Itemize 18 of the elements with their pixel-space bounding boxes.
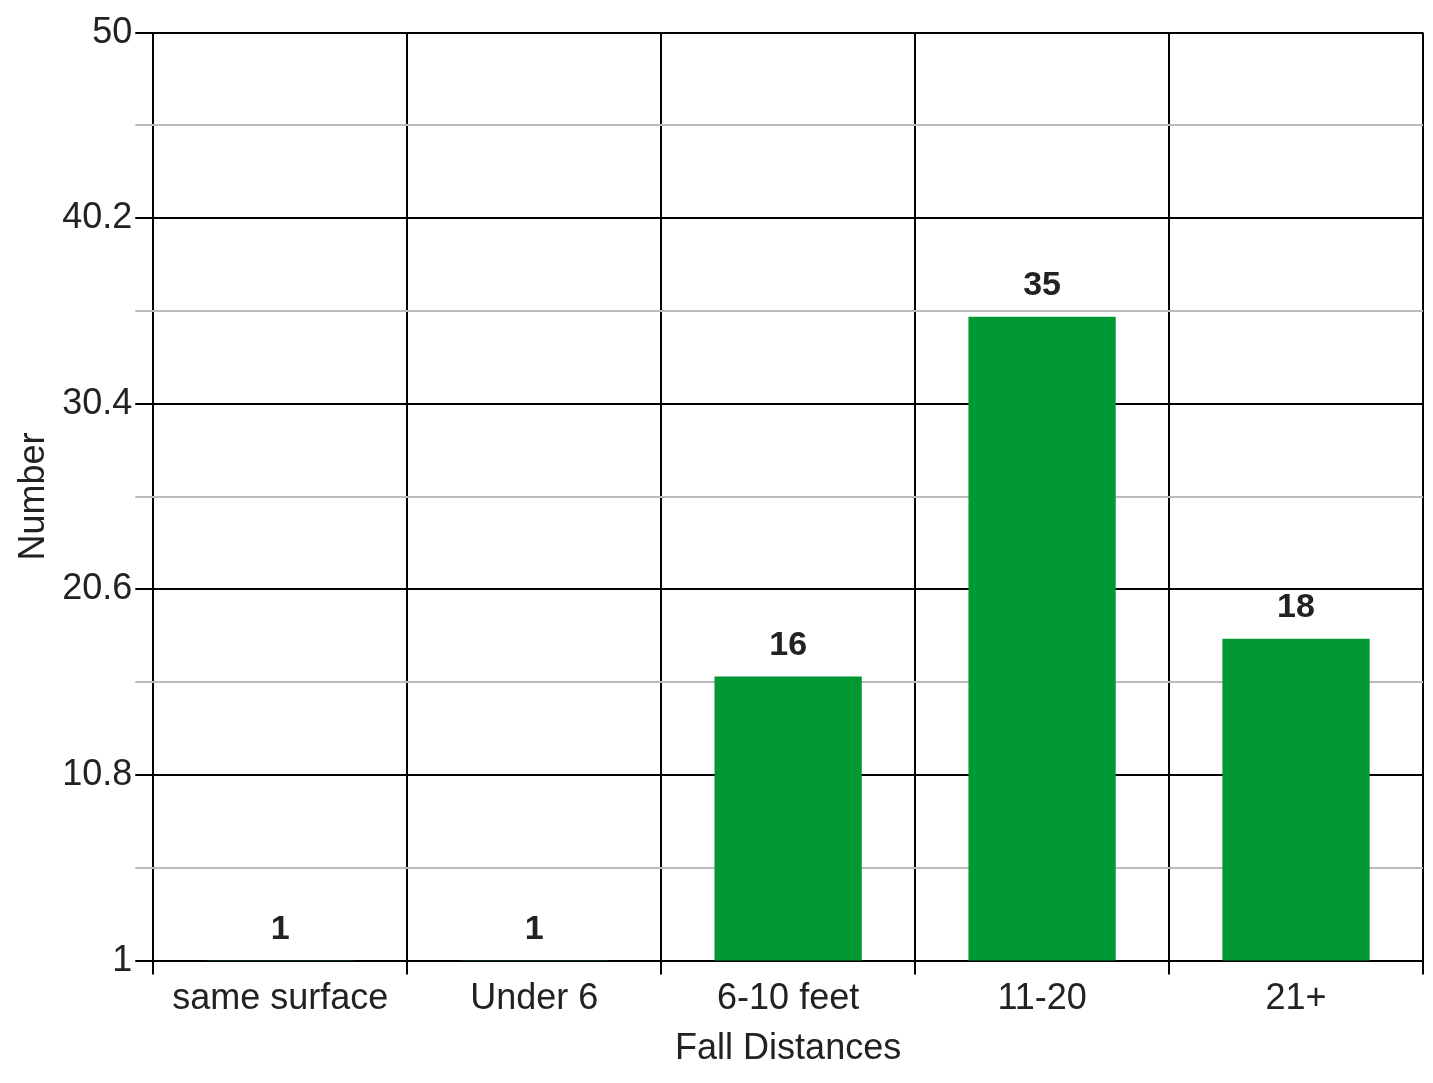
data-label: 16 [769, 623, 808, 662]
y-axis-title: Number [10, 432, 52, 561]
x-axis-title: Fall Distances [675, 1026, 902, 1068]
x-tick-label: same surface [172, 976, 389, 1018]
y-tick-label: 30.4 [62, 380, 133, 422]
data-label: 1 [270, 907, 290, 946]
y-tick-label: 50 [92, 9, 133, 51]
x-tick-label: 11-20 [997, 976, 1087, 1018]
x-tick-label: Under 6 [470, 976, 599, 1018]
data-label: 18 [1277, 586, 1315, 625]
data-label: 35 [1023, 264, 1061, 303]
x-tick-label: 6-10 feet [717, 976, 860, 1018]
y-tick-label: 10.8 [62, 751, 133, 793]
data-label: 1 [524, 907, 544, 946]
y-tick-label: 1 [112, 937, 133, 979]
x-tick-label: 21+ [1265, 976, 1327, 1018]
y-tick-label: 20.6 [62, 566, 133, 608]
y-tick-label: 40.2 [62, 195, 133, 237]
